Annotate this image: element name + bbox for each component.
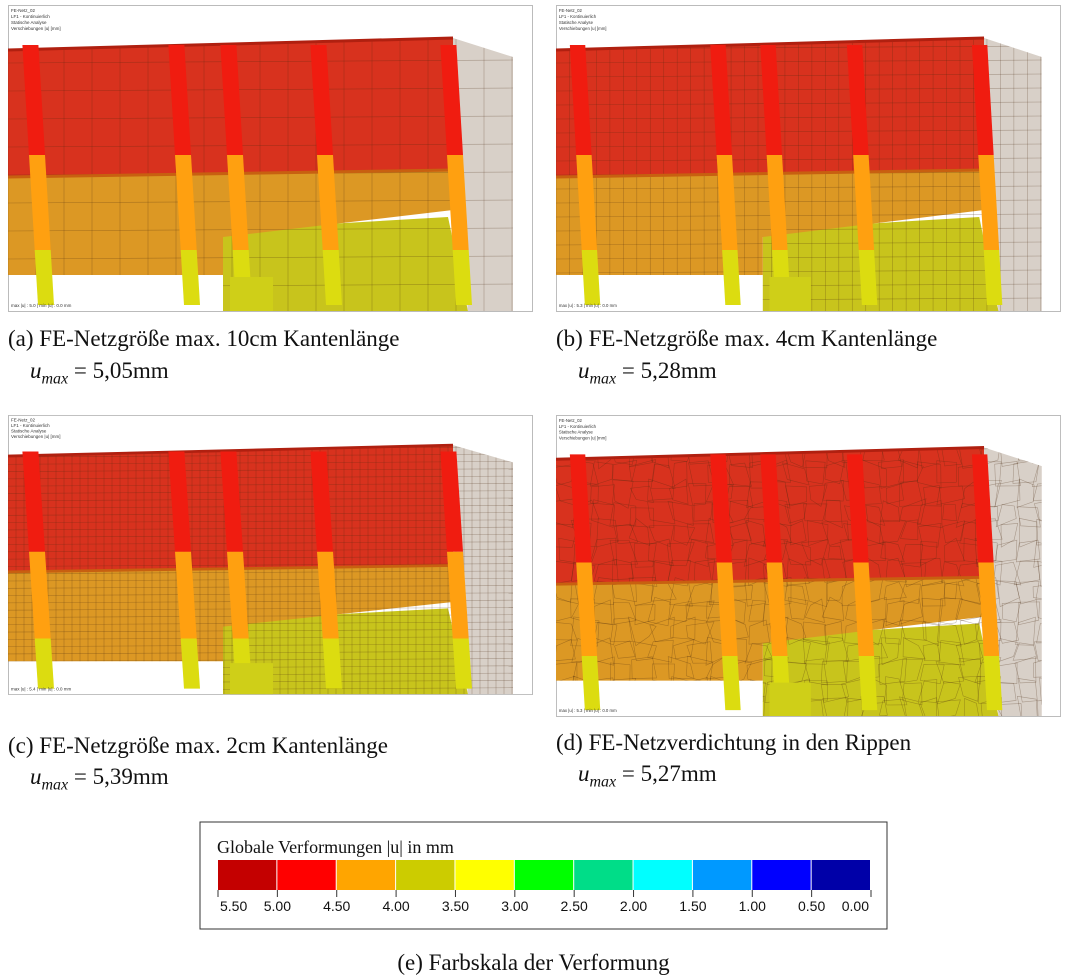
scale-cell: [693, 860, 751, 890]
fe-screenshot: FE-Netz_02LF1 - KontinuierlichStatische …: [556, 5, 1061, 312]
rib: [582, 250, 601, 305]
rib: [722, 250, 741, 305]
overlay-text: LF1 - Kontinuierlich: [559, 14, 597, 19]
overlay-text: Verschiebungen |u| [mm]: [559, 26, 607, 31]
overlay-text: Verschiebungen |u| [mm]: [559, 436, 607, 441]
scale-label: 2.00: [620, 898, 647, 914]
rib: [323, 250, 342, 305]
rib: [984, 250, 1003, 305]
status-text: max |u| : 5.3 | min |u| : 0.0 mm: [559, 303, 617, 308]
rib: [984, 656, 1003, 710]
fe-screenshot: FE-Netz_02LF1 - KontinuierlichStatische …: [8, 415, 533, 695]
status-text: max |u| : 5.4 | min |u| : 0.0 mm: [11, 687, 72, 692]
umax-subscript: max: [590, 371, 617, 388]
umax-value: = 5,28mm: [616, 358, 717, 383]
rib: [323, 638, 342, 688]
scale-label: 1.50: [679, 898, 706, 914]
caption: (b) FE-Netzgröße max. 4cm Kantenlänge: [556, 326, 937, 352]
overlay-text: Statische Analyse: [11, 20, 47, 25]
status-text: max |u| : 5.3 | min |u| : 0.0 mm: [559, 708, 617, 713]
umax-subscript: max: [590, 774, 617, 791]
overlay-text: FE-Netz_02: [11, 418, 36, 423]
status-text: max |u| : 5.0 | min |u| : 0.0 mm: [11, 303, 72, 308]
caption: (a) FE-Netzgröße max. 10cm Kantenlänge: [8, 326, 399, 352]
umax: umax = 5,05mm: [30, 358, 169, 389]
bottom-piece: [770, 683, 811, 716]
rib: [181, 638, 200, 688]
fe-screenshot: FE-Netz_02LF1 - KontinuierlichStatische …: [8, 5, 533, 312]
umax-value: = 5,27mm: [616, 761, 717, 786]
overlay-text: FE-Netz_02: [559, 8, 583, 13]
overlay-text: Statische Analyse: [559, 20, 594, 25]
overlay-text: LF1 - Kontinuierlich: [559, 424, 597, 429]
scale-cell: [752, 860, 810, 890]
umax-value: = 5,39mm: [68, 764, 169, 789]
scale-cell: [634, 860, 692, 890]
scale-cell: [277, 860, 335, 890]
legend-caption: (e) Farbskala der Verformung: [0, 950, 1067, 976]
scale-cell: [396, 860, 454, 890]
scale-cell: [812, 860, 870, 890]
scale-cell: [455, 860, 513, 890]
scale-cell: [218, 860, 276, 890]
scale-label: 4.00: [382, 898, 409, 914]
umax-symbol: u: [578, 358, 590, 383]
overlay-text: FE-Netz_02: [559, 418, 583, 423]
rib: [453, 250, 472, 305]
caption: (c) FE-Netzgröße max. 2cm Kantenlänge: [8, 733, 388, 759]
rib: [582, 656, 601, 710]
rib: [35, 250, 54, 305]
scale-label: 5.50: [220, 898, 247, 914]
rib: [453, 638, 472, 688]
overlay-text: Verschiebungen |u| [mm]: [11, 26, 61, 31]
umax-symbol: u: [30, 764, 42, 789]
umax: umax = 5,39mm: [30, 764, 169, 795]
scale-label: 1.00: [739, 898, 766, 914]
rib: [859, 656, 878, 710]
overlay-text: Statische Analyse: [11, 429, 47, 434]
scale-label: 4.50: [323, 898, 350, 914]
overlay-text: LF1 - Kontinuierlich: [11, 14, 50, 19]
scale-cell: [337, 860, 395, 890]
scale-label: 0.00: [842, 898, 869, 914]
bottom-piece: [770, 277, 811, 311]
color-scale: Globale Verformungen |u| in mm 5.50 5.00 4.…: [199, 821, 889, 931]
bottom-piece: [230, 277, 273, 311]
page: FE-Netz_02LF1 - KontinuierlichStatische …: [0, 0, 1067, 978]
caption: (d) FE-Netzverdichtung in den Rippen: [556, 730, 911, 756]
scale-label: 0.50: [798, 898, 825, 914]
umax-subscript: max: [42, 777, 69, 794]
umax-value: = 5,05mm: [68, 358, 169, 383]
rib: [722, 656, 741, 710]
umax-symbol: u: [30, 358, 42, 383]
umax: umax = 5,27mm: [578, 761, 717, 792]
bottom-piece: [230, 663, 273, 694]
overlay-text: Statische Analyse: [559, 430, 594, 435]
umax-symbol: u: [578, 761, 590, 786]
legend-title: Globale Verformungen |u| in mm: [217, 837, 454, 857]
scale-label: 3.50: [442, 898, 469, 914]
rib: [181, 250, 200, 305]
rib: [35, 638, 54, 688]
overlay-text: LF1 - Kontinuierlich: [11, 423, 50, 428]
umax-subscript: max: [42, 371, 69, 388]
scale-label: 3.00: [501, 898, 528, 914]
scale-cell: [515, 860, 573, 890]
umax: umax = 5,28mm: [578, 358, 717, 389]
scale-label: 5.00: [264, 898, 291, 914]
scale-label: 2.50: [561, 898, 588, 914]
rib: [859, 250, 878, 305]
overlay-text: FE-Netz_02: [11, 8, 36, 13]
overlay-text: Verschiebungen |u| [mm]: [11, 434, 61, 439]
scale-cell: [574, 860, 632, 890]
